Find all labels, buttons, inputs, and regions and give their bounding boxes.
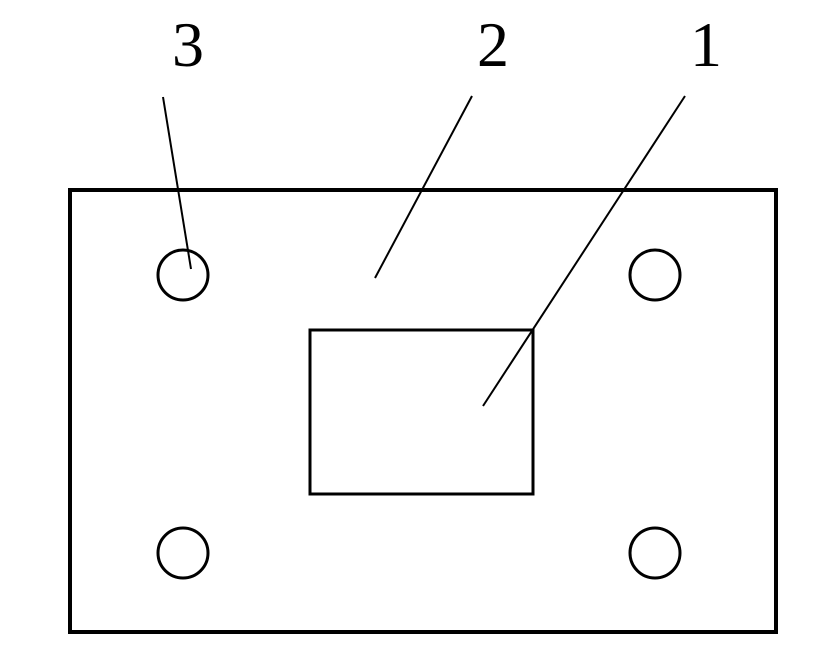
leader-line-3: [163, 97, 191, 269]
callout-label-3: 3: [172, 9, 204, 80]
hole-top-right: [630, 250, 680, 300]
leader-line-2: [375, 96, 472, 278]
inner-cutout: [310, 330, 533, 494]
technical-diagram: 3 2 1: [0, 0, 831, 663]
hole-top-left: [158, 250, 208, 300]
callout-label-2: 2: [477, 9, 509, 80]
hole-bottom-left: [158, 528, 208, 578]
callout-label-1: 1: [690, 9, 722, 80]
hole-bottom-right: [630, 528, 680, 578]
